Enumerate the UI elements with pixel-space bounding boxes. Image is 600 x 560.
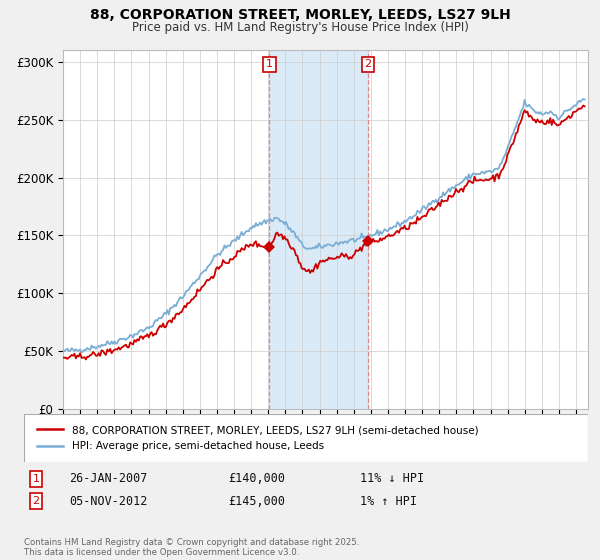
Text: 2: 2 xyxy=(365,59,371,69)
Text: £145,000: £145,000 xyxy=(228,494,285,508)
Text: Price paid vs. HM Land Registry's House Price Index (HPI): Price paid vs. HM Land Registry's House … xyxy=(131,21,469,34)
Text: 2: 2 xyxy=(32,496,40,506)
Text: 11% ↓ HPI: 11% ↓ HPI xyxy=(360,472,424,486)
Text: 1: 1 xyxy=(266,59,273,69)
Text: 26-JAN-2007: 26-JAN-2007 xyxy=(69,472,148,486)
Text: 1: 1 xyxy=(32,474,40,484)
Legend: 88, CORPORATION STREET, MORLEY, LEEDS, LS27 9LH (semi-detached house), HPI: Aver: 88, CORPORATION STREET, MORLEY, LEEDS, L… xyxy=(32,420,484,456)
Text: 1% ↑ HPI: 1% ↑ HPI xyxy=(360,494,417,508)
Bar xyxy=(269,50,368,409)
Text: Contains HM Land Registry data © Crown copyright and database right 2025.
This d: Contains HM Land Registry data © Crown c… xyxy=(24,538,359,557)
Text: 88, CORPORATION STREET, MORLEY, LEEDS, LS27 9LH: 88, CORPORATION STREET, MORLEY, LEEDS, L… xyxy=(89,8,511,22)
Text: £140,000: £140,000 xyxy=(228,472,285,486)
Text: 05-NOV-2012: 05-NOV-2012 xyxy=(69,494,148,508)
